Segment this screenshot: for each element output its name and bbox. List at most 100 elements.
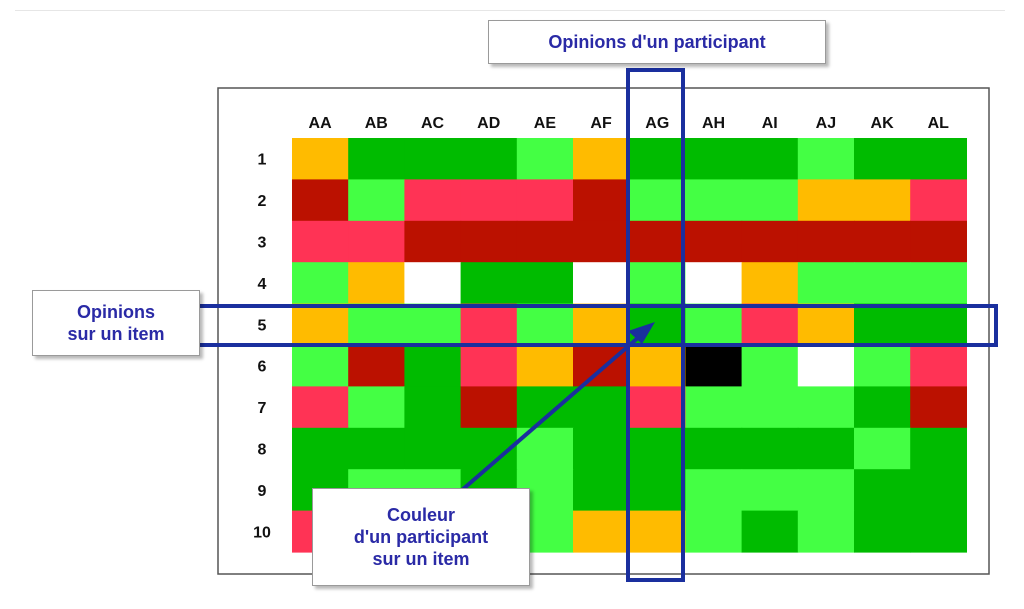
cell-AJ-7 <box>797 386 855 429</box>
cell-AH-8 <box>685 427 743 470</box>
cell-AF-3 <box>573 220 630 263</box>
callout-cell-line-1: Couleur <box>386 505 455 525</box>
cell-AF-9 <box>573 469 630 512</box>
row-label-1: 1 <box>258 152 267 169</box>
cell-AG-8 <box>629 427 686 470</box>
matrix-cells <box>292 138 967 553</box>
cell-AG-10 <box>629 510 686 553</box>
cell-AB-1 <box>348 138 405 180</box>
cell-AA-2 <box>292 179 349 222</box>
cell-AJ-9 <box>797 469 855 512</box>
cell-AL-7 <box>910 386 967 429</box>
cell-AL-8 <box>910 427 967 470</box>
matrix-frame <box>217 87 990 575</box>
cell-AL-9 <box>910 469 967 512</box>
cell-AA-5 <box>292 303 349 346</box>
cell-AH-5 <box>685 303 743 346</box>
cell-AK-1 <box>854 138 911 180</box>
cell-AD-4 <box>460 262 518 305</box>
cell-AI-6 <box>741 345 799 387</box>
cell-AI-9 <box>741 469 799 512</box>
callout-item-opinions: Opinions sur un item <box>32 290 200 356</box>
column-label-AB: AB <box>365 115 388 132</box>
cell-AL-10 <box>910 510 967 553</box>
column-label-AJ: AJ <box>816 115 836 132</box>
cell-AG-2 <box>629 179 686 222</box>
row-label-6: 6 <box>258 359 267 376</box>
cell-AF-5 <box>573 303 630 346</box>
cell-AI-3 <box>741 220 799 263</box>
cell-AC-4 <box>404 262 462 305</box>
column-label-AH: AH <box>702 115 725 132</box>
cell-AI-8 <box>741 427 799 470</box>
cell-AH-1 <box>685 138 743 180</box>
cell-AK-2 <box>854 179 911 222</box>
cell-AF-8 <box>573 427 630 470</box>
callout-item-line-2: sur un item <box>67 324 165 344</box>
row-label-3: 3 <box>258 235 267 252</box>
column-label-AE: AE <box>534 115 557 132</box>
cell-AC-7 <box>404 386 462 429</box>
cell-AE-7 <box>516 386 574 429</box>
cell-AJ-4 <box>797 262 855 305</box>
cell-AC-1 <box>404 138 462 180</box>
cell-AA-8 <box>292 427 349 470</box>
cell-AG-7 <box>629 386 686 429</box>
cell-AE-6 <box>516 345 574 387</box>
cell-AD-1 <box>460 138 518 180</box>
cell-AA-6 <box>292 345 349 387</box>
cell-AH-10 <box>685 510 743 553</box>
cell-AC-2 <box>404 179 462 222</box>
cell-AK-4 <box>854 262 911 305</box>
cell-AH-9 <box>685 469 743 512</box>
cell-AF-1 <box>573 138 630 180</box>
cell-AI-4 <box>741 262 799 305</box>
cell-AL-3 <box>910 220 967 263</box>
cell-AJ-8 <box>797 427 855 470</box>
column-label-AD: AD <box>477 115 500 132</box>
pointer-arrow-line <box>460 334 642 492</box>
cell-AC-5 <box>404 303 462 346</box>
cell-AL-2 <box>910 179 967 222</box>
cell-AB-7 <box>348 386 405 429</box>
cell-AB-6 <box>348 345 405 387</box>
cell-AH-6 <box>685 345 743 387</box>
cell-AG-6 <box>629 345 686 387</box>
top-divider <box>15 10 1005 11</box>
column-label-AC: AC <box>421 115 445 132</box>
cell-AH-2 <box>685 179 743 222</box>
cell-AE-3 <box>516 220 574 263</box>
column-label-AF: AF <box>590 115 612 132</box>
cell-AI-2 <box>741 179 799 222</box>
cell-AE-4 <box>516 262 574 305</box>
participant-column-highlight <box>626 68 685 582</box>
row-label-9: 9 <box>258 483 267 500</box>
cell-AF-7 <box>573 386 630 429</box>
cell-AA-4 <box>292 262 349 305</box>
cell-AK-8 <box>854 427 911 470</box>
cell-AK-5 <box>854 303 911 346</box>
cell-AL-4 <box>910 262 967 305</box>
cell-AI-5 <box>741 303 799 346</box>
row-label-10: 10 <box>253 524 271 541</box>
cell-AK-6 <box>854 345 911 387</box>
cell-AC-6 <box>404 345 462 387</box>
cell-AH-7 <box>685 386 743 429</box>
cell-AJ-6 <box>797 345 855 387</box>
row-label-2: 2 <box>258 193 267 210</box>
cell-AB-3 <box>348 220 405 263</box>
cell-AJ-2 <box>797 179 855 222</box>
callout-cell-line-3: sur un item <box>372 549 470 569</box>
row-label-4: 4 <box>258 276 267 293</box>
column-label-AK: AK <box>871 115 895 132</box>
cell-AG-3 <box>629 220 686 263</box>
cell-AI-7 <box>741 386 799 429</box>
row-label-5: 5 <box>258 317 267 334</box>
cell-AB-8 <box>348 427 405 470</box>
cell-AB-2 <box>348 179 405 222</box>
cell-AA-3 <box>292 220 349 263</box>
cell-AL-6 <box>910 345 967 387</box>
cell-AI-1 <box>741 138 799 180</box>
cell-AF-4 <box>573 262 630 305</box>
